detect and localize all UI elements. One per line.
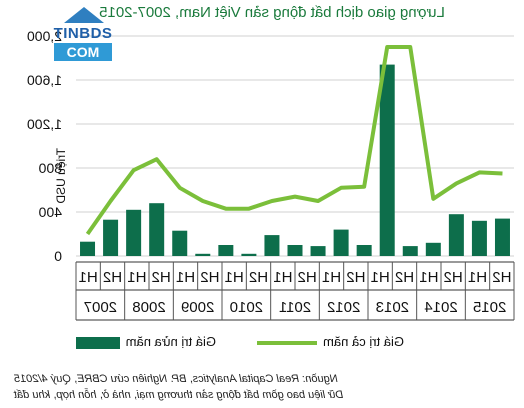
x-tick-label: H1 xyxy=(79,269,98,286)
bar xyxy=(310,246,326,256)
source-note: Nguồn: Real Capital Analytics, BP. Nghiê… xyxy=(14,373,338,385)
x-tick-label: H1 xyxy=(419,269,438,286)
x-tick-label: H2 xyxy=(298,269,317,286)
bar xyxy=(402,246,418,256)
year-label: 2011 xyxy=(279,299,311,316)
legend-line-swatch xyxy=(257,340,318,345)
x-tick-label: H1 xyxy=(322,269,341,286)
year-label: 2009 xyxy=(181,299,214,316)
x-tick-label: H2 xyxy=(200,269,219,286)
y-tick-label: 1,200 xyxy=(27,116,62,132)
bar xyxy=(195,253,211,256)
x-tick-label: H1 xyxy=(273,269,292,286)
x-tick-label: H1 xyxy=(225,269,244,286)
bar xyxy=(425,242,441,256)
year-label: 2012 xyxy=(327,299,360,316)
house-icon xyxy=(64,7,104,23)
bar xyxy=(333,229,349,256)
legend-item-line: Giá trị cả năm xyxy=(257,334,404,349)
x-tick-label: H1 xyxy=(371,269,390,286)
bar xyxy=(471,220,487,256)
bar xyxy=(218,245,234,256)
bar xyxy=(356,245,372,256)
legend-item-bar: Giá trị nửa năm xyxy=(75,334,216,349)
year-label: 2014 xyxy=(424,299,457,316)
year-label: 2008 xyxy=(132,299,165,316)
logo-text-bottom: COM xyxy=(54,43,112,61)
y-tick-label: 2,000 xyxy=(27,28,62,44)
grid-lines xyxy=(76,35,514,257)
x-tick-label: H1 xyxy=(127,269,146,286)
bar xyxy=(287,245,303,256)
legend-label-bar: Giá trị nửa năm xyxy=(125,334,216,349)
x-tick-label: H2 xyxy=(103,269,122,286)
y-tick-label: 0 xyxy=(54,248,62,264)
x-tick-label: H2 xyxy=(346,269,365,286)
legend: Giá trị cả năm Giá trị nửa năm xyxy=(75,334,404,354)
legend-bar-swatch xyxy=(75,336,120,349)
y-tick-label: 1,600 xyxy=(27,72,62,88)
bar xyxy=(379,64,395,256)
y-tick-label: 400 xyxy=(38,204,62,220)
year-label: 2010 xyxy=(230,299,263,316)
logo-text-top: TINBDS xyxy=(53,25,113,42)
x-tick-label: H2 xyxy=(492,269,511,286)
x-tick-label: H2 xyxy=(249,269,268,286)
year-label: 2015 xyxy=(473,299,506,316)
x-tick-label: H2 xyxy=(444,269,463,286)
series-line xyxy=(85,45,503,236)
y-axis-label: Triệu USD xyxy=(54,148,68,204)
bar xyxy=(494,218,510,256)
x-axis-table: H2 H1 H2 H1 H2 H1 H2 H1 H2 H1 H2 H1 H2 H1 H2 H1 H2 H1 2015… xyxy=(75,261,515,321)
y-tick-label: 800 xyxy=(38,160,62,176)
legend-label-line: Giá trị cả năm xyxy=(323,334,404,349)
bar xyxy=(126,209,142,256)
year-label: 2007 xyxy=(84,299,117,316)
x-tick-label: H1 xyxy=(176,269,195,286)
bar xyxy=(264,235,280,256)
logo: TINBDS COM xyxy=(40,3,126,65)
year-label: 2013 xyxy=(376,299,409,316)
x-tick-label: H2 xyxy=(395,269,414,286)
y-tick-labels: 0 400 800 1,200 1,600 2,000 xyxy=(27,28,62,264)
x-tick-label: H2 xyxy=(152,269,171,286)
bar xyxy=(103,219,119,256)
bar xyxy=(80,241,96,256)
bar xyxy=(448,214,464,256)
x-tick-label: H1 xyxy=(468,269,487,286)
bar xyxy=(172,230,188,256)
bar-series xyxy=(80,64,510,256)
line-series xyxy=(85,45,503,236)
data-note: Dữ liệu bao gồm bất động sản thương mại,… xyxy=(14,389,344,401)
bar xyxy=(149,203,165,256)
bar xyxy=(241,253,257,256)
